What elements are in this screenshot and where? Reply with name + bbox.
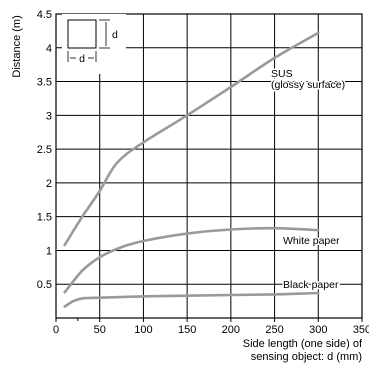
series-label: SUS [271,68,293,80]
inset-dim-label: d [79,53,85,65]
inset-square [67,19,97,49]
x-tick-label: 0 [53,324,59,336]
series-label: Black paper [283,279,339,291]
y-tick-label: 0.5 [37,279,52,291]
x-tick-label: 300 [309,324,327,336]
y-tick-label: 3.5 [37,77,52,89]
y-tick-label: 2 [46,178,52,190]
y-tick-label: 2.5 [37,144,52,156]
y-tick-label: 4.5 [37,9,52,21]
x-tick-label: 250 [265,324,283,336]
x-tick-label: 100 [134,324,152,336]
series-label: (glossy surface) [271,79,345,91]
x-tick-label: 50 [94,324,106,336]
series-line [63,226,320,294]
series-line [63,291,320,308]
series-label: White paper [283,235,340,247]
x-tick-label: 350 [353,324,369,336]
y-tick-label: 1 [46,245,52,257]
y-axis-label: Distance (m) [11,15,23,77]
inset-dim-label: d [112,29,118,41]
y-tick-label: 1.5 [37,212,52,224]
x-tick-label: 200 [222,324,240,336]
x-tick-label: 150 [178,324,196,336]
y-tick-label: 3 [46,110,52,122]
x-axis-label: sensing object: d (mm) [251,351,362,363]
y-tick-label: 4 [46,43,52,55]
series-line [63,31,320,247]
x-axis-label: Side length (one side) of [243,338,363,350]
